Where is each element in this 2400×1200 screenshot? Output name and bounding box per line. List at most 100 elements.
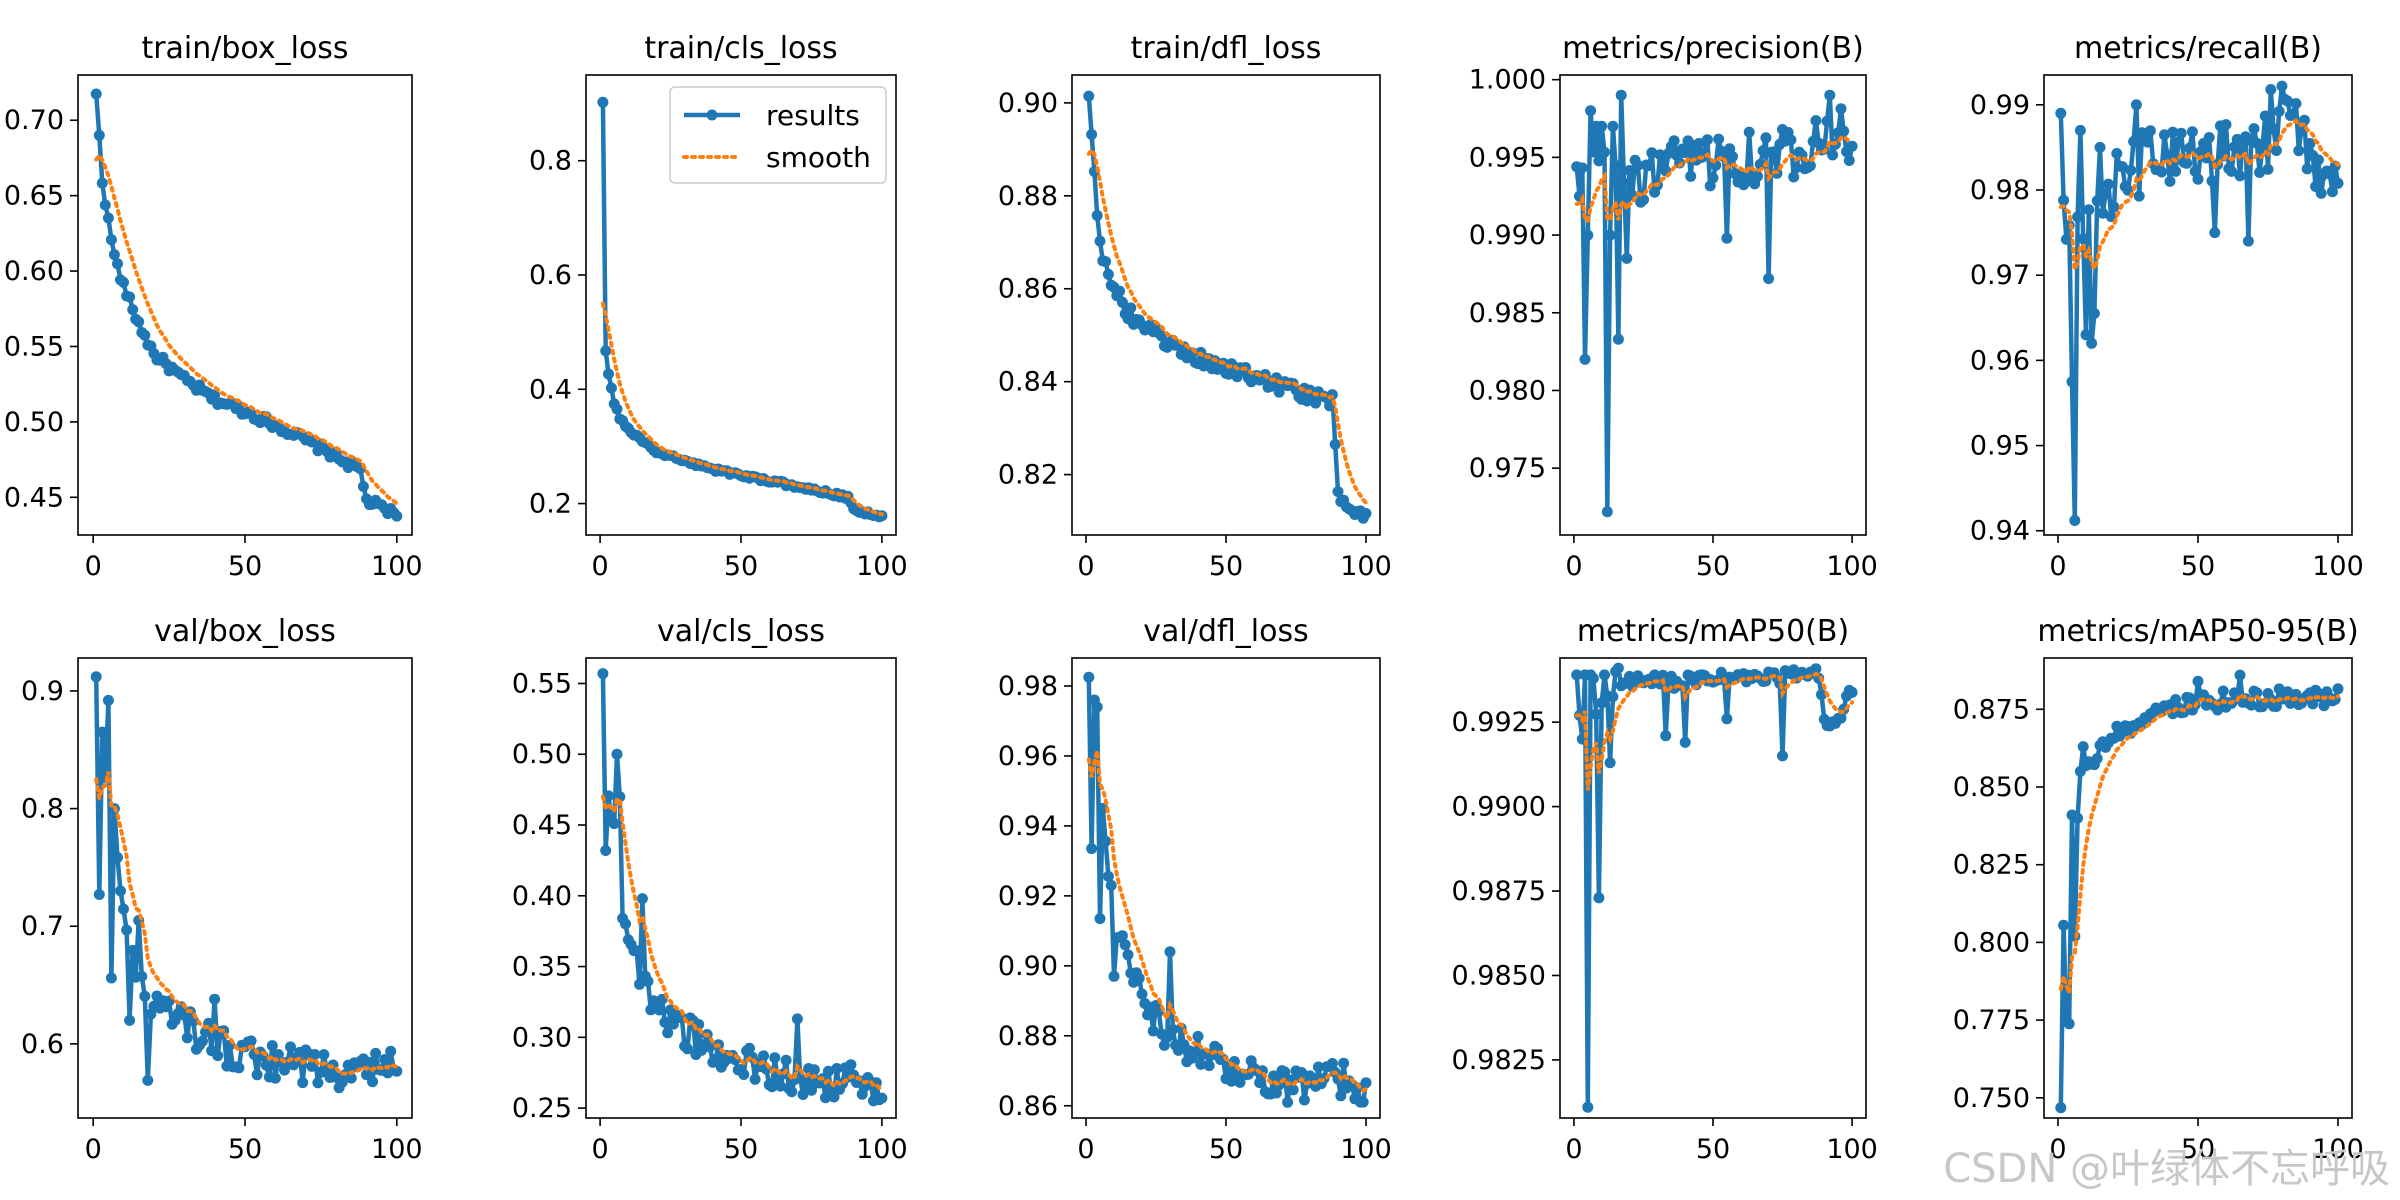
subplot-title: metrics/mAP50(B) xyxy=(1577,614,1849,649)
results-point xyxy=(1282,1096,1294,1108)
results-point xyxy=(1100,835,1112,847)
subplot-title: train/cls_loss xyxy=(644,31,837,66)
results-point xyxy=(1727,151,1738,163)
subplot-title: val/dfl_loss xyxy=(1143,614,1308,649)
results-point xyxy=(2133,190,2145,202)
y-tick-label: 0.35 xyxy=(512,952,572,983)
results-point xyxy=(102,212,114,224)
results-point xyxy=(245,1035,257,1047)
results-point xyxy=(1713,133,1725,145)
results-point xyxy=(2332,177,2344,189)
results-point xyxy=(1360,1077,1372,1089)
results-point xyxy=(1100,256,1112,268)
results-point xyxy=(791,1013,803,1025)
results-point xyxy=(2259,110,2271,122)
results-point xyxy=(124,1014,136,1026)
y-tick-label: 0.50 xyxy=(4,407,64,438)
subplot-9: metrics/mAP50-95(B) 0 50 100 0.750 0.775 0.800… xyxy=(1953,614,2364,1165)
legend-results-label: results xyxy=(766,99,860,132)
y-tick-label: 0.94 xyxy=(1970,516,2030,547)
results-point xyxy=(845,1059,857,1071)
results-point xyxy=(233,1062,245,1074)
y-tick-label: 0.7 xyxy=(21,911,64,942)
y-tick-label: 0.50 xyxy=(512,739,572,770)
x-tick-label: 0 xyxy=(1077,1134,1094,1165)
results-point xyxy=(1147,1025,1159,1037)
results-point xyxy=(1116,296,1128,308)
legend-smooth-label: smooth xyxy=(766,141,871,174)
smooth-line xyxy=(1086,146,1368,505)
results-point xyxy=(634,978,645,990)
results-point xyxy=(2097,207,2109,219)
results-point xyxy=(611,748,623,760)
results-point xyxy=(611,403,623,415)
results-point xyxy=(105,972,117,984)
results-point xyxy=(90,671,102,683)
results-point xyxy=(266,1040,278,1052)
smooth-line xyxy=(94,151,399,506)
results-point xyxy=(1657,156,1669,168)
results-point xyxy=(2192,173,2204,185)
results-point xyxy=(1763,273,1775,285)
results-point xyxy=(2144,125,2156,137)
results-point xyxy=(2091,195,2103,207)
results-point xyxy=(1760,132,1772,144)
results-point xyxy=(1587,672,1599,684)
subplot-title: val/box_loss xyxy=(154,614,336,649)
results-point xyxy=(2130,99,2142,111)
results-point xyxy=(1119,939,1131,951)
results-point xyxy=(197,1035,208,1047)
results-point xyxy=(209,389,221,401)
y-tick-label: 0.9925 xyxy=(1452,707,1546,738)
results-point xyxy=(600,345,612,357)
x-tick-label: 100 xyxy=(856,551,908,582)
results-point xyxy=(1133,972,1145,984)
results-point xyxy=(1161,1031,1173,1043)
results-point xyxy=(118,276,129,288)
results-point xyxy=(1679,736,1691,748)
x-tick-label: 0 xyxy=(2049,1134,2066,1165)
results-point xyxy=(2226,165,2238,177)
results-point xyxy=(1326,1058,1338,1069)
results-point xyxy=(1615,89,1627,101)
y-tick-label: 0.55 xyxy=(512,668,572,699)
results-point xyxy=(2088,308,2100,319)
results-point xyxy=(139,990,151,1002)
watermark: CSDN @叶绿体不忘呼吸 xyxy=(1943,1146,2390,1192)
results-point xyxy=(620,918,631,930)
x-tick-label: 50 xyxy=(2181,1134,2215,1165)
y-tick-label: 1.000 xyxy=(1469,65,1546,96)
results-point xyxy=(603,790,614,802)
results-point xyxy=(1610,160,1622,171)
x-tick-label: 50 xyxy=(1209,1134,1243,1165)
results-point xyxy=(1827,149,1839,161)
y-tick-label: 0.90 xyxy=(998,88,1058,119)
results-point xyxy=(2312,154,2324,166)
results-point xyxy=(1679,147,1691,159)
results-point xyxy=(1846,686,1858,698)
results-point xyxy=(2268,123,2280,135)
subplot-7: val/dfl_loss 0 50 100 0.86 0.88 0.90 0.92 0.94 0.… xyxy=(998,614,1392,1165)
results-point xyxy=(822,1065,834,1077)
y-tick-label: 0.6 xyxy=(529,260,572,291)
results-point xyxy=(2276,80,2288,92)
results-point xyxy=(1601,506,1613,518)
results-point xyxy=(1668,135,1680,147)
smooth-line xyxy=(1574,671,1855,791)
smooth-line xyxy=(1086,750,1368,1094)
results-point xyxy=(2282,95,2294,107)
results-point xyxy=(2116,161,2128,173)
results-point xyxy=(1587,146,1599,158)
smooth-line xyxy=(2058,692,2340,994)
results-point xyxy=(1195,1058,1207,1070)
results-point xyxy=(2072,211,2084,223)
y-tick-label: 0.9 xyxy=(21,676,64,707)
subplot-title: metrics/recall(B) xyxy=(2074,31,2322,66)
results-line xyxy=(1574,92,1855,514)
results-point xyxy=(2217,685,2229,697)
results-point xyxy=(1593,892,1605,904)
results-point xyxy=(1338,1057,1350,1069)
results-point xyxy=(1192,1030,1204,1042)
results-point xyxy=(1083,90,1095,102)
results-point xyxy=(1576,162,1588,174)
